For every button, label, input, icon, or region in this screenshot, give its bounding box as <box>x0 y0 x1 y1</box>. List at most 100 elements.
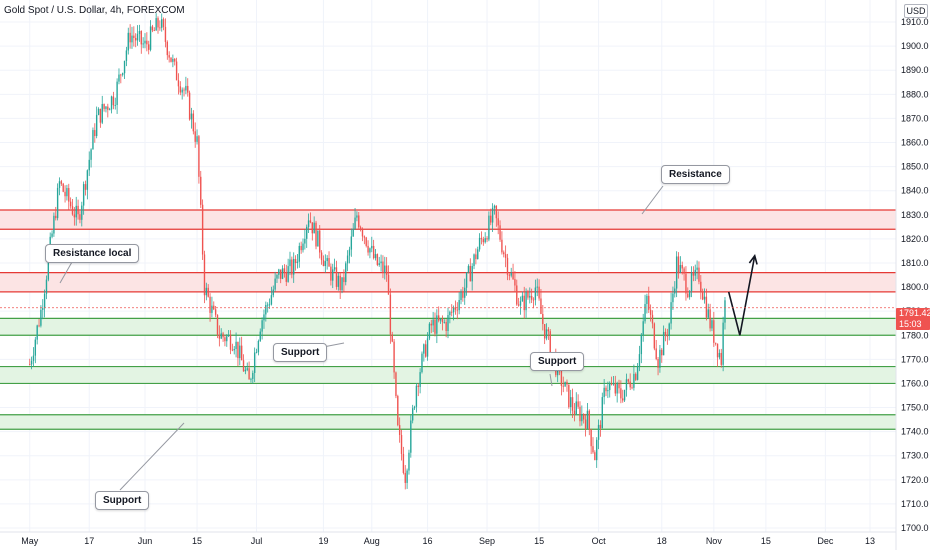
candle-body <box>687 293 689 298</box>
candle-body <box>71 206 74 215</box>
candle-body <box>153 30 155 32</box>
candle-body <box>605 387 607 392</box>
candle-body <box>291 259 293 275</box>
candle-body <box>248 368 250 380</box>
candle-body <box>516 285 518 305</box>
candle-body <box>352 228 354 237</box>
candle-body <box>406 470 408 483</box>
candle-body <box>47 256 50 280</box>
candle-body <box>265 305 267 315</box>
candle-body <box>661 349 663 356</box>
candle-body <box>703 296 706 300</box>
candle-body <box>149 26 152 50</box>
candle-body <box>118 74 120 82</box>
candle-body <box>419 372 421 387</box>
candle-body <box>586 410 589 429</box>
y-tick-label: 1760.0 <box>901 378 929 388</box>
candle-body <box>720 352 722 365</box>
candle-body <box>255 352 258 353</box>
callout-support-3[interactable]: Support <box>95 491 150 510</box>
candle-body <box>222 333 224 338</box>
candle-body <box>359 227 362 231</box>
y-tick-label: 1910.0 <box>901 17 929 27</box>
grid-layer <box>0 0 896 532</box>
candle-body <box>216 314 219 335</box>
candle-body <box>29 364 31 365</box>
candle-body <box>183 89 185 91</box>
candle-body <box>614 383 617 394</box>
candle-body <box>458 300 460 311</box>
candle-body <box>536 286 538 288</box>
candle-body <box>480 237 483 240</box>
candle-body <box>30 360 33 365</box>
candle-body <box>306 226 308 239</box>
candle-body <box>493 205 496 208</box>
candle-body <box>714 342 717 344</box>
candle-body <box>668 323 670 336</box>
candle-body <box>491 207 494 223</box>
candle-body <box>596 439 598 461</box>
candle-body <box>648 295 650 310</box>
candle-body <box>707 309 709 318</box>
candle-body <box>77 205 79 215</box>
candle-body <box>638 354 641 367</box>
candle-body <box>348 249 351 256</box>
candle-body <box>430 323 432 326</box>
candle-body <box>711 320 713 329</box>
candle-body <box>681 265 683 269</box>
candle-body <box>79 214 81 220</box>
candle-body <box>177 80 180 87</box>
candle-body <box>192 113 195 132</box>
candle-body <box>417 385 419 387</box>
candle-body <box>140 30 142 45</box>
currency-selector[interactable]: USD <box>904 4 928 18</box>
candle-body <box>666 335 669 337</box>
candle-body <box>133 35 135 39</box>
candle-body <box>53 215 55 234</box>
candle-body <box>285 272 287 282</box>
candle-body <box>175 61 178 81</box>
candle-body <box>672 293 674 303</box>
candle-body <box>447 315 449 332</box>
candle-body <box>473 254 475 267</box>
candle-body <box>337 275 340 287</box>
candle-body <box>674 288 676 294</box>
candle-body <box>317 230 319 247</box>
candle-body <box>319 230 321 253</box>
callout-resistance-local[interactable]: Resistance local <box>45 244 140 263</box>
candle-body <box>88 159 90 171</box>
candle-body <box>627 379 630 382</box>
candle-body <box>465 272 468 288</box>
candle-body <box>181 89 183 93</box>
callout-support-2[interactable]: Support <box>530 352 585 371</box>
candle-body <box>464 287 466 298</box>
callout-resistance[interactable]: Resistance <box>661 165 730 184</box>
candle-body <box>244 369 247 372</box>
candle-body <box>636 366 639 380</box>
candle-body <box>129 32 131 43</box>
candle-body <box>296 261 299 264</box>
candle-body <box>529 295 531 298</box>
candle-body <box>332 269 334 281</box>
x-tick-label: 15 <box>534 536 544 546</box>
candle-body <box>226 336 228 342</box>
candle-body <box>387 274 390 295</box>
callout-support-1[interactable]: Support <box>273 343 328 362</box>
candle-body <box>270 295 273 305</box>
candle-body <box>569 397 572 408</box>
candle-body <box>151 26 154 31</box>
candle-body <box>209 296 211 313</box>
candle-body <box>662 331 665 356</box>
candle-body <box>713 320 715 343</box>
candle-body <box>309 220 312 223</box>
y-tick-label: 1800.0 <box>901 282 929 292</box>
candle-body <box>60 181 63 184</box>
candle-body <box>542 313 544 325</box>
candle-body <box>239 345 241 359</box>
candle-body <box>432 319 434 326</box>
candle-body <box>462 291 464 298</box>
candle-body <box>371 245 373 249</box>
candle-body <box>293 258 295 275</box>
